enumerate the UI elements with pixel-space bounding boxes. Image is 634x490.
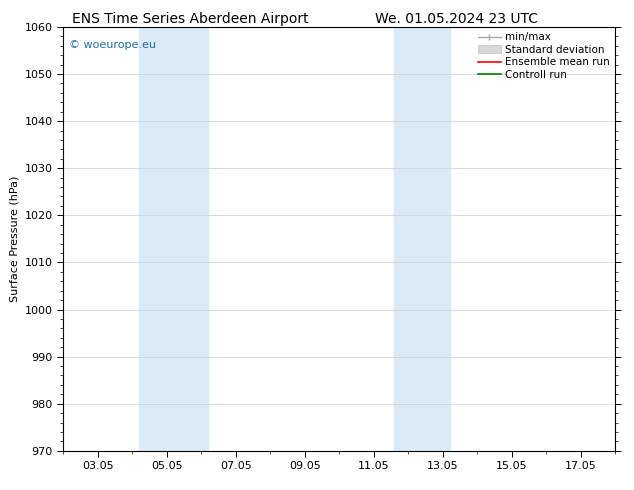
Legend: min/max, Standard deviation, Ensemble mean run, Controll run: min/max, Standard deviation, Ensemble me… xyxy=(478,32,610,80)
Bar xyxy=(139,27,208,451)
Bar xyxy=(394,27,450,451)
Text: We. 01.05.2024 23 UTC: We. 01.05.2024 23 UTC xyxy=(375,12,538,26)
Text: ENS Time Series Aberdeen Airport: ENS Time Series Aberdeen Airport xyxy=(72,12,309,26)
Y-axis label: Surface Pressure (hPa): Surface Pressure (hPa) xyxy=(10,176,19,302)
Text: © woeurope.eu: © woeurope.eu xyxy=(69,40,156,49)
